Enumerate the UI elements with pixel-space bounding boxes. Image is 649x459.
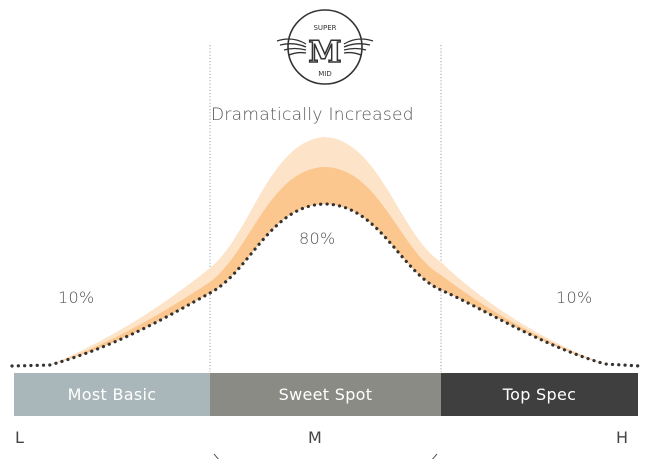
super-mid-logo: SUPER M MID	[276, 9, 374, 85]
axis-label-mid: M	[308, 428, 322, 447]
segment-top-spec-label: Top Spec	[502, 385, 577, 404]
percentage-center: 80%	[299, 229, 336, 248]
wings-icon	[276, 38, 374, 56]
logo-text-mid: M	[308, 35, 341, 70]
tick-right	[432, 453, 438, 459]
segment-most-basic-label: Most Basic	[67, 385, 157, 404]
axis-label-high: H	[616, 428, 629, 447]
tick-left	[213, 453, 219, 459]
segment-sweet-spot: Sweet Spot	[210, 373, 441, 416]
axis-label-low: L	[15, 428, 24, 447]
percentage-left: 10%	[58, 288, 95, 307]
segment-sweet-spot-label: Sweet Spot	[278, 385, 373, 404]
logo-text-bottom: MID	[318, 70, 332, 78]
segment-top-spec: Top Spec	[441, 373, 638, 416]
logo-text-top: SUPER	[313, 24, 336, 32]
headline-text: Dramatically Increased	[211, 105, 414, 125]
segment-most-basic: Most Basic	[14, 373, 210, 416]
increase-band-inner	[50, 167, 605, 365]
percentage-right: 10%	[556, 288, 593, 307]
baseline-bell-curve	[10, 202, 642, 368]
